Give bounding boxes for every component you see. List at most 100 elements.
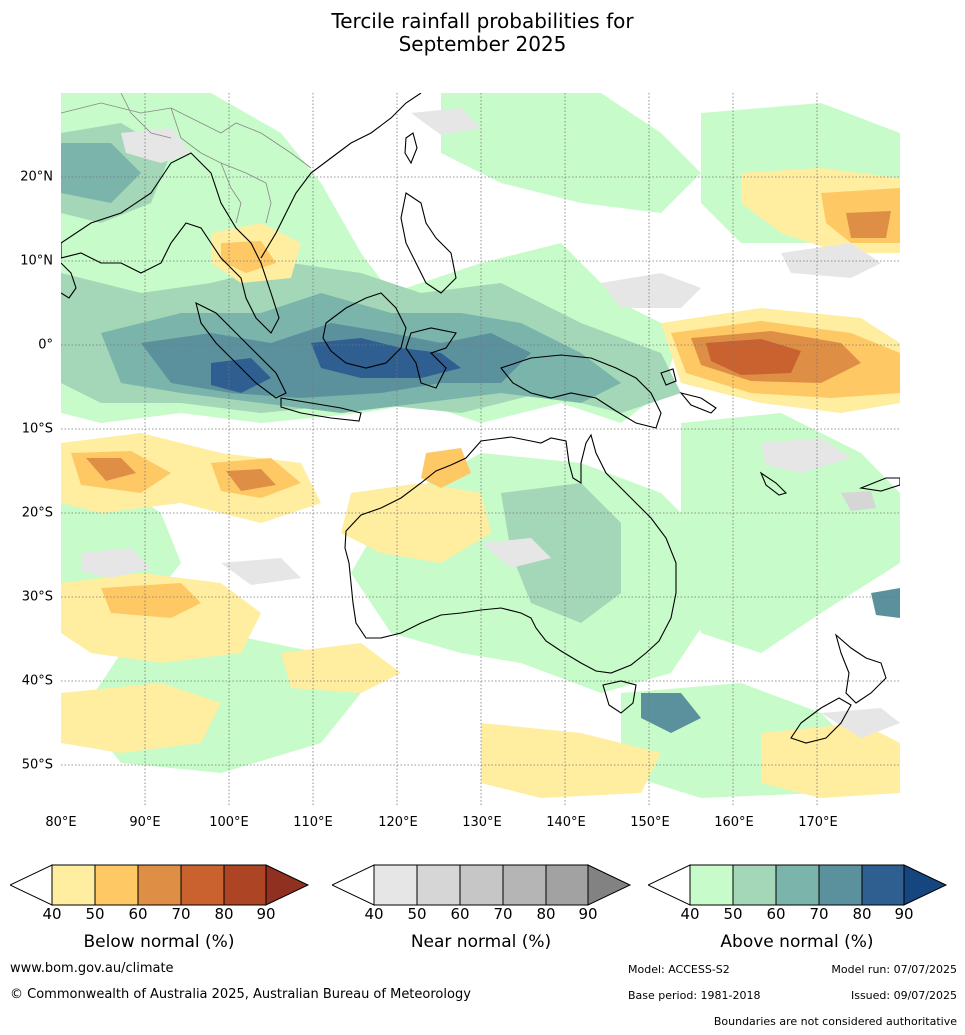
map-area [61,93,900,806]
below-normal-area [846,211,891,238]
lon-tick-label: 160°E [714,815,754,830]
colorbar-swatch [818,864,863,906]
colorbar-swatch [223,864,267,906]
below-normal-area [481,723,661,798]
model-run-date: Model run: 07/07/2025 [831,963,957,976]
new-zealand-north-coastline [834,633,887,704]
copyright-notice: © Commonwealth of Australia 2025, Austra… [10,987,471,1002]
southeast-asia-coastline [61,152,280,334]
below-normal-area [86,458,136,481]
colorbar-tick: 90 [578,905,598,923]
colorbar-tick: 90 [256,905,276,923]
map-title-line1: Tercile rainfall probabilities for [331,9,634,33]
pacific-islands-coastline [660,368,677,386]
colorbar-extend-high [265,864,310,906]
above-normal-area [871,588,900,618]
colorbar-tick: 50 [407,905,427,923]
above-normal-area [61,143,141,203]
colorbar-swatch [502,864,547,906]
lon-tick-label: 170°E [798,815,838,830]
colorbar-swatch [861,864,905,906]
website-link[interactable]: www.bom.gov.au/climate [10,961,174,976]
lon-tick-label: 120°E [378,815,418,830]
colorbar-swatch [732,864,777,906]
near-normal-area [601,273,701,308]
new-guinea-coastline [500,354,662,429]
above-normal-area [311,338,461,378]
below-normal-area [341,483,491,563]
lat-tick-label: 0° [38,337,53,353]
lat-tick-label: 10°S [21,421,53,437]
lat-tick-label: 40°S [21,673,53,689]
colorbar-swatch [459,864,504,906]
lon-tick-label: 80°E [45,815,77,830]
colorbar-swatch [94,864,139,906]
colorbar-tick: 40 [680,905,700,923]
lat-tick-label: 20°S [21,505,53,521]
colorbar-above-normal [648,864,948,906]
near-normal-area [81,548,151,578]
colorbar-swatch [689,864,734,906]
colorbar-above-label: Above normal (%) [720,932,874,952]
taiwan-coastline [404,132,418,165]
colorbar-swatch [545,864,589,906]
colorbar-tick: 80 [214,905,234,923]
near-normal-area [411,108,481,135]
above-normal-area [501,483,621,623]
colorbar-near-label: Near normal (%) [410,932,552,952]
above-normal-area [681,413,900,653]
sumatra-coastline [195,301,287,399]
colorbar-swatch [51,864,96,906]
base-period: Base period: 1981-2018 [628,989,761,1002]
above-normal-area [441,93,701,213]
colorbar-swatch [373,864,418,906]
java-coastline [280,397,362,422]
below-normal-area [421,448,471,488]
colorbar-swatch [137,864,182,906]
lon-tick-label: 150°E [630,815,670,830]
lat-tick-label: 50°S [21,757,53,773]
lon-tick-label: 140°E [546,815,586,830]
above-normal-area [641,693,701,733]
below-normal-area [706,339,801,375]
lat-tick-label: 30°S [21,589,53,605]
below-normal-area [101,583,201,618]
near-normal-area [761,438,851,473]
below-normal-area [61,683,221,753]
lon-tick-label: 110°E [293,815,333,830]
philippines-coastline [400,192,457,294]
model-name: Model: ACCESS-S2 [628,963,730,976]
near-normal-area [781,243,881,278]
colorbar-tick: 50 [723,905,743,923]
probability-fields [61,93,900,798]
colorbar-tick: 60 [128,905,148,923]
new-zealand-south-coastline [790,697,852,744]
colorbar-extend-low [332,864,375,906]
colorbar-tick: 50 [85,905,105,923]
colorbar-tick: 70 [493,905,513,923]
near-normal-area [481,538,551,568]
above-normal-area [211,358,271,393]
below-normal-area [226,469,276,491]
pacific-islands-coastline [679,392,717,414]
colorbar-tick: 70 [171,905,191,923]
issued-date: Issued: 09/07/2025 [850,989,957,1002]
colorbar-extend-low [10,864,53,906]
colorbar-tick: 80 [536,905,556,923]
coastlines [61,93,900,744]
colorbar-tick: 40 [364,905,384,923]
below-normal-area [761,723,900,798]
colorbar-tick: 80 [852,905,872,923]
near-normal-area [821,708,900,738]
below-normal-area [281,643,401,693]
pacific-islands-coastline [858,477,900,492]
colorbar-swatch [416,864,461,906]
colorbar-below-normal [10,864,310,906]
india-coastline [61,262,77,299]
colorbar-swatch [180,864,225,906]
tasmania-coastline [602,680,637,714]
map-title-line2: September 2025 [398,32,567,56]
lat-tick-label: 20°N [20,169,53,185]
colorbar-extend-high [587,864,632,906]
colorbar-extend-low [648,864,691,906]
